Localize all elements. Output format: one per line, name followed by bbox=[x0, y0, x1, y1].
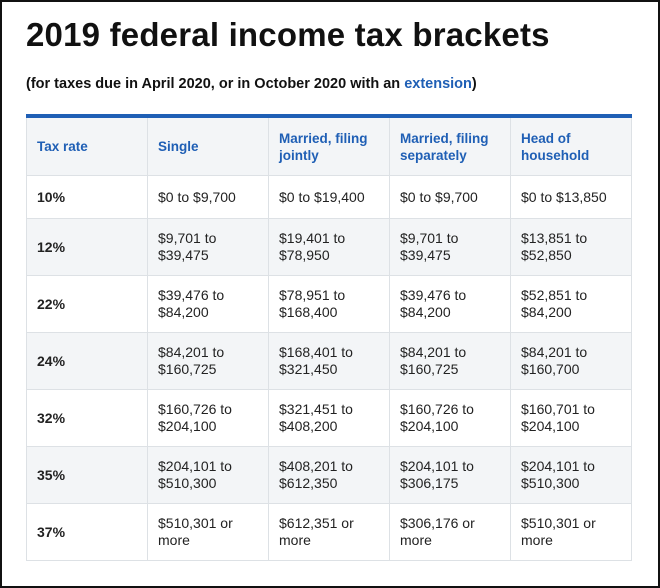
bracket-cell: $306,176 or more bbox=[389, 503, 511, 561]
table-row: 12% $9,701 to $39,475 $19,401 to $78,950 $9… bbox=[26, 218, 632, 276]
bracket-cell: $0 to $9,700 bbox=[389, 175, 511, 219]
tax-rate-cell: 10% bbox=[26, 175, 148, 219]
tax-rate-cell: 32% bbox=[26, 389, 148, 447]
subtitle-text: (for taxes due in April 2020, or in Octo… bbox=[26, 76, 405, 92]
extension-link[interactable]: extension bbox=[404, 76, 472, 92]
page-title: 2019 federal income tax brackets bbox=[26, 16, 550, 53]
bracket-cell: $0 to $19,400 bbox=[268, 175, 390, 219]
tax-rate-cell: 12% bbox=[26, 218, 148, 276]
column-header: Married, filing jointly bbox=[268, 115, 390, 176]
table-row: 10% $0 to $9,700 $0 to $19,400 $0 to $9,700… bbox=[26, 175, 632, 219]
bracket-cell: $160,726 to $204,100 bbox=[147, 389, 269, 447]
bracket-cell: $510,301 or more bbox=[147, 503, 269, 561]
bracket-cell: $78,951 to $168,400 bbox=[268, 275, 390, 333]
bracket-cell: $160,726 to $204,100 bbox=[389, 389, 511, 447]
bracket-cell: $84,201 to $160,725 bbox=[147, 332, 269, 390]
table-row: 22% $39,476 to $84,200 $78,951 to $168,400… bbox=[26, 275, 632, 333]
bracket-cell: $510,301 or more bbox=[510, 503, 632, 561]
bracket-cell: $39,476 to $84,200 bbox=[147, 275, 269, 333]
column-header: Single bbox=[147, 115, 269, 176]
bracket-cell: $321,451 to $408,200 bbox=[268, 389, 390, 447]
bracket-cell: $84,201 to $160,725 bbox=[389, 332, 511, 390]
bracket-cell: $9,701 to $39,475 bbox=[147, 218, 269, 276]
bracket-cell: $9,701 to $39,475 bbox=[389, 218, 511, 276]
table-row: 24% $84,201 to $160,725 $168,401 to $321,4… bbox=[26, 332, 632, 390]
bracket-cell: $84,201 to $160,700 bbox=[510, 332, 632, 390]
bracket-cell: $0 to $13,850 bbox=[510, 175, 632, 219]
tax-rate-cell: 24% bbox=[26, 332, 148, 390]
table-header-row: Tax rate Single Married, filing jointly Mar… bbox=[26, 115, 632, 176]
bracket-cell: $204,101 to $306,175 bbox=[389, 446, 511, 504]
bracket-cell: $52,851 to $84,200 bbox=[510, 275, 632, 333]
bracket-cell: $0 to $9,700 bbox=[147, 175, 269, 219]
bracket-cell: $408,201 to $612,350 bbox=[268, 446, 390, 504]
tax-rate-cell: 22% bbox=[26, 275, 148, 333]
tax-bracket-table: Tax rate Single Married, filing jointly Mar… bbox=[26, 114, 632, 561]
table-row: 32% $160,726 to $204,100 $321,451 to $408,… bbox=[26, 389, 632, 447]
subtitle: (for taxes due in April 2020, or in Octo… bbox=[26, 76, 477, 92]
bracket-cell: $19,401 to $78,950 bbox=[268, 218, 390, 276]
column-header: Married, filing separately bbox=[389, 115, 511, 176]
subtitle-end: ) bbox=[471, 76, 477, 92]
table-row: 37% $510,301 or more $612,351 or more $306,… bbox=[26, 503, 632, 561]
bracket-cell: $612,351 or more bbox=[268, 503, 390, 561]
bracket-cell: $39,476 to $84,200 bbox=[389, 275, 511, 333]
column-header: Head of household bbox=[510, 115, 632, 176]
bracket-cell: $13,851 to $52,850 bbox=[510, 218, 632, 276]
column-header: Tax rate bbox=[26, 115, 148, 176]
tax-rate-cell: 35% bbox=[26, 446, 148, 504]
bracket-cell: $160,701 to $204,100 bbox=[510, 389, 632, 447]
bracket-cell: $168,401 to $321,450 bbox=[268, 332, 390, 390]
bracket-cell: $204,101 to $510,300 bbox=[510, 446, 632, 504]
bracket-cell: $204,101 to $510,300 bbox=[147, 446, 269, 504]
tax-rate-cell: 37% bbox=[26, 503, 148, 561]
table-row: 35% $204,101 to $510,300 $408,201 to $612,… bbox=[26, 446, 632, 504]
